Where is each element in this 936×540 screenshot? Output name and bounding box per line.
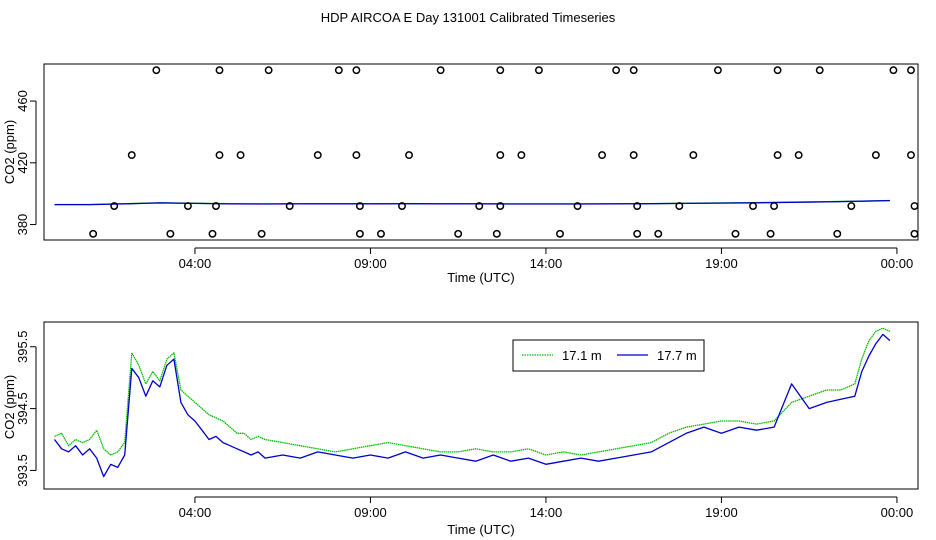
plot-frame (43, 321, 919, 490)
legend: 17.1 m 17.7 m (512, 339, 705, 372)
calibration-point (629, 151, 638, 160)
calibration-point (871, 151, 880, 160)
calibration-point (496, 202, 505, 210)
x-tick-label: 00:00 (881, 505, 914, 520)
calibration-point (352, 151, 361, 160)
y-tick-label: 460 (15, 90, 30, 112)
x-axis: 04:00 09:00 14:00 19:00 00:00 (179, 496, 914, 520)
calibration-point (534, 66, 543, 75)
calibration-point (183, 202, 192, 210)
chart-panel-timeseries: 04:00 09:00 14:00 19:00 00:00 393.5 394.5 395.… (2, 321, 919, 537)
calibration-point (766, 229, 775, 238)
calibration-point (285, 202, 294, 210)
calibration-point (633, 202, 642, 210)
calibration-point (770, 202, 779, 210)
y-axis: 380 420 460 (15, 90, 37, 236)
legend-label-17-7m: 17.7 m (657, 348, 697, 363)
figure-title: HDP AIRCOA E Day 131001 Calibrated Times… (321, 10, 616, 25)
calibration-point (633, 229, 642, 238)
calibration-point (907, 151, 915, 160)
calibration-point (910, 202, 919, 210)
y-tick-label: 380 (15, 214, 30, 236)
x-tick-label: 00:00 (881, 256, 914, 271)
calibration-point (629, 66, 638, 75)
y-tick-label: 395.5 (15, 330, 30, 363)
calibration-point (910, 229, 919, 238)
calibration-point (405, 151, 413, 160)
calibration-point (773, 66, 782, 75)
chart-panel-calibration: 04:00 09:00 14:00 19:00 00:00 380 420 460 Time… (2, 63, 919, 285)
y-axis-label: CO2 (ppm) (2, 120, 17, 184)
calibration-point (675, 202, 684, 210)
calibration-point (355, 202, 364, 210)
calibration-point (773, 151, 782, 160)
calibration-point (454, 229, 463, 238)
calibration-point (654, 229, 663, 238)
calibration-point (689, 151, 698, 160)
calibration-point (215, 151, 224, 160)
calibration-point (496, 66, 505, 75)
calibration-point (352, 66, 361, 75)
calibration-point (152, 66, 161, 75)
series-line-17-1-m (54, 327, 891, 456)
x-tick-label: 09:00 (354, 505, 387, 520)
calibration-point (264, 66, 273, 75)
calibration-point (166, 229, 175, 238)
x-axis-label: Time (UTC) (447, 522, 514, 537)
calibration-point (492, 229, 501, 238)
calibration-point (89, 229, 98, 238)
series-lines (53, 327, 891, 478)
y-tick-label: 394.5 (15, 392, 30, 425)
calibration-point (598, 151, 607, 160)
calibration-point (907, 66, 915, 75)
calibration-point (556, 229, 564, 238)
series-lines (54, 199, 890, 206)
x-tick-label: 04:00 (179, 505, 212, 520)
calibration-point (517, 151, 526, 160)
x-tick-label: 14:00 (530, 505, 563, 520)
calibration-point (215, 66, 224, 75)
calibration-point (436, 66, 445, 75)
calibration-point (847, 202, 856, 210)
calibration-point (377, 229, 385, 238)
calibration-point (208, 229, 217, 238)
calibration-point (257, 229, 266, 238)
series-line-17-7-m (54, 199, 890, 206)
calibration-point (815, 66, 824, 75)
legend-label-17-1m: 17.1 m (562, 348, 602, 363)
calibration-point (496, 151, 505, 160)
calibration-point (889, 66, 898, 75)
calibration-point (731, 229, 740, 238)
calibration-point (355, 229, 364, 238)
calibration-point (398, 202, 406, 210)
x-tick-label: 19:00 (705, 256, 738, 271)
calibration-point (313, 151, 322, 160)
calibration-point (713, 66, 722, 75)
y-tick-label: 393.5 (15, 454, 30, 487)
x-tick-label: 14:00 (530, 256, 563, 271)
x-axis-label: Time (UTC) (447, 270, 514, 285)
calibration-point (749, 202, 757, 210)
calibration-points (89, 66, 919, 238)
y-axis-label: CO2 (ppm) (2, 375, 17, 439)
calibration-point (212, 202, 220, 210)
y-axis: 393.5 394.5 395.5 (15, 330, 37, 487)
calibration-point (573, 202, 582, 210)
calibration-point (236, 151, 245, 160)
calibration-point (612, 66, 621, 75)
calibration-point (475, 202, 484, 210)
calibration-point (127, 151, 136, 160)
calibration-point (334, 66, 343, 75)
x-axis: 04:00 09:00 14:00 19:00 00:00 (179, 247, 914, 271)
x-tick-label: 04:00 (179, 256, 212, 271)
calibration-point (794, 151, 803, 160)
y-tick-label: 420 (15, 152, 30, 174)
series-line-17-7-m (53, 333, 891, 478)
plot-frame (43, 63, 919, 241)
x-tick-label: 19:00 (705, 505, 738, 520)
calibration-point (833, 229, 842, 238)
x-tick-label: 09:00 (354, 256, 387, 271)
calibration-point (110, 202, 119, 210)
